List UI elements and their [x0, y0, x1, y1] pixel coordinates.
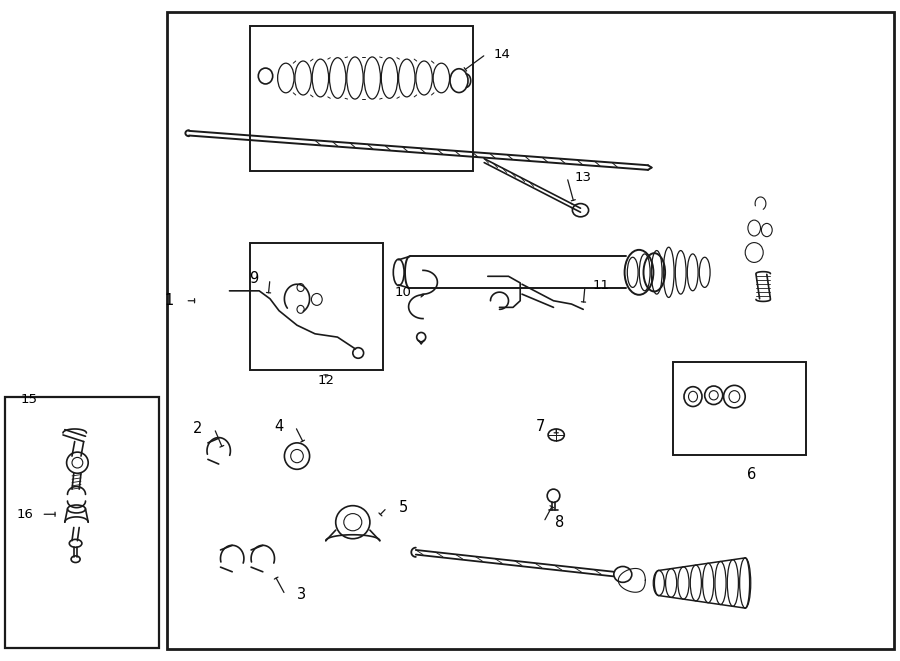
Text: 5: 5 — [399, 500, 408, 515]
Bar — [250, 243, 383, 370]
Text: 6: 6 — [747, 467, 756, 482]
Text: 10: 10 — [395, 286, 411, 299]
Bar — [673, 362, 806, 455]
Text: 14: 14 — [494, 48, 510, 61]
Text: 1: 1 — [165, 293, 174, 308]
Text: 13: 13 — [575, 171, 591, 184]
Text: 7: 7 — [536, 419, 544, 434]
Bar — [166, 12, 894, 649]
Text: 15: 15 — [21, 393, 37, 407]
Text: 12: 12 — [318, 373, 334, 387]
Text: 9: 9 — [249, 272, 258, 286]
Bar — [250, 26, 473, 171]
Text: 16: 16 — [17, 508, 33, 521]
Text: 11: 11 — [593, 279, 609, 292]
Text: 2: 2 — [194, 421, 202, 436]
Text: 8: 8 — [555, 515, 564, 529]
Text: 4: 4 — [274, 419, 284, 434]
Text: 3: 3 — [297, 588, 306, 602]
Bar — [4, 397, 159, 648]
